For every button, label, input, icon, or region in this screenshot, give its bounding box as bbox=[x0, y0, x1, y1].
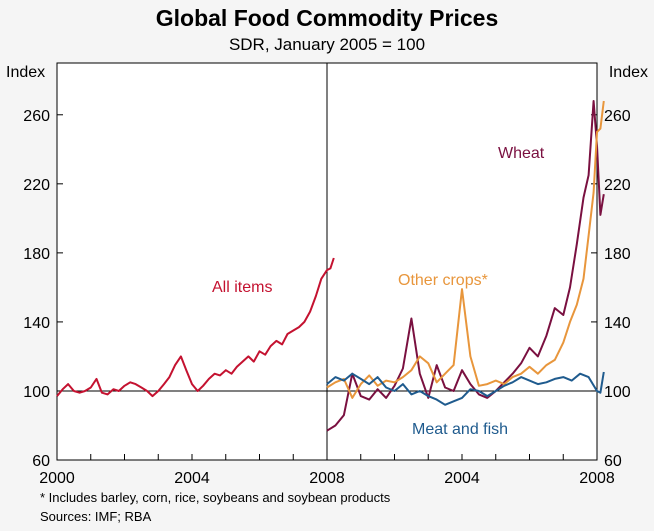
x-ticks: 2000 2004 2008 2004 2008 bbox=[39, 454, 615, 487]
y-tick-label-right: 140 bbox=[604, 315, 631, 332]
y-ticks-right: 60 100 140 180 220 260 bbox=[591, 108, 631, 470]
series-lines bbox=[56, 100, 605, 432]
y-tick-label-left: 180 bbox=[23, 246, 50, 263]
y-axis-label-left: Index bbox=[6, 64, 45, 81]
y-tick-label-left: 100 bbox=[23, 384, 50, 401]
label-meat-and-fish: Meat and fish bbox=[412, 421, 508, 438]
y-axis-label-right: Index bbox=[609, 64, 648, 81]
label-other-crops: Other crops* bbox=[398, 272, 488, 289]
y-tick-label-right: 180 bbox=[604, 246, 631, 263]
y-tick-label-right: 260 bbox=[604, 108, 631, 125]
x-tick-label: 2008 bbox=[579, 470, 615, 487]
series-line-other-crops bbox=[326, 100, 605, 399]
sources: Sources: IMF; RBA bbox=[40, 509, 152, 524]
label-all-items: All items bbox=[212, 279, 272, 296]
series-line-wheat bbox=[326, 100, 605, 432]
series-line-all-items bbox=[56, 257, 335, 398]
chart-title: Global Food Commodity Prices bbox=[156, 5, 498, 31]
x-tick-label: 2008 bbox=[309, 470, 345, 487]
x-tick-label: 2004 bbox=[174, 470, 210, 487]
y-tick-label-left: 260 bbox=[23, 108, 50, 125]
y-tick-label-left: 140 bbox=[23, 315, 50, 332]
x-tick-label: 2004 bbox=[444, 470, 480, 487]
label-wheat: Wheat bbox=[498, 145, 545, 162]
chart-subtitle: SDR, January 2005 = 100 bbox=[229, 35, 425, 54]
x-tick-label: 2000 bbox=[39, 470, 75, 487]
y-tick-label-left: 220 bbox=[23, 177, 50, 194]
y-ticks-left: 60 100 140 180 220 260 bbox=[23, 108, 63, 470]
y-tick-label-right: 220 bbox=[604, 177, 631, 194]
y-tick-label-right: 100 bbox=[604, 384, 631, 401]
footnote: * Includes barley, corn, rice, soybeans … bbox=[40, 490, 391, 505]
series-line-meat-and-fish bbox=[326, 371, 605, 406]
y-tick-label-right: 60 bbox=[604, 453, 622, 470]
y-tick-label-left: 60 bbox=[32, 453, 50, 470]
